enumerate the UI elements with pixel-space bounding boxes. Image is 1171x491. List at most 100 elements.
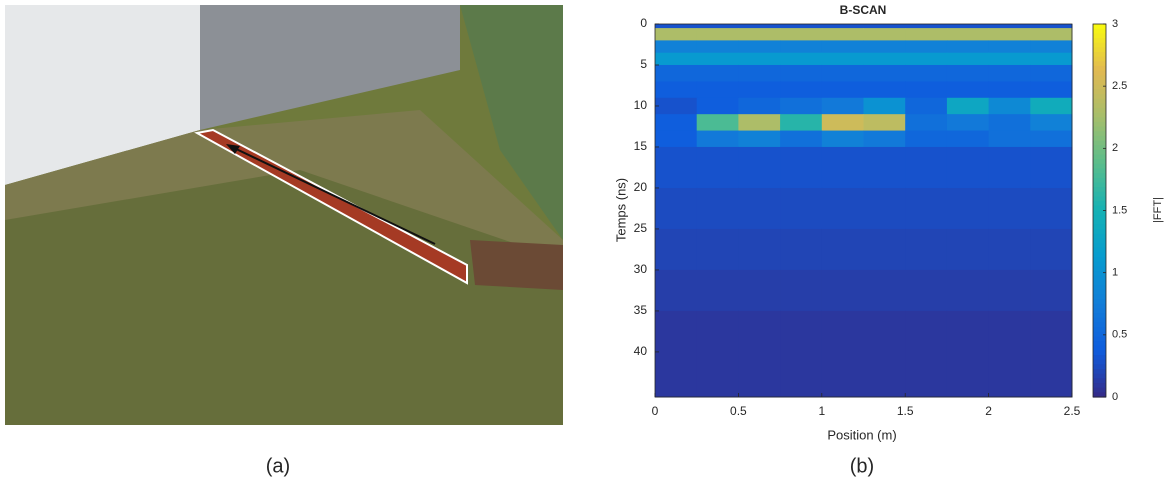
heatmap-cell [1030,52,1073,66]
heatmap-cell [696,130,739,148]
heatmap-cell [988,64,1031,82]
heatmap-cell [1030,97,1073,115]
heatmap-cell [946,24,990,29]
heatmap-cell [821,228,864,271]
y-tick-label: 35 [634,303,648,317]
y-tick-label: 0 [640,16,647,30]
heatmap-cell [863,114,906,132]
colorbar-tick-label: 2 [1112,142,1118,154]
heatmap-cell [821,81,864,99]
colorbar-label: |FFT| [1152,197,1164,223]
heatmap-cell [988,28,1031,41]
heatmap-cell [946,269,990,312]
heatmap-cell [905,52,948,66]
heatmap-cell [905,269,948,312]
photo-arrowhead [226,144,240,154]
heatmap-cell [988,81,1031,99]
x-tick-label: 1.5 [897,404,914,418]
heatmap-cell [655,97,698,115]
heatmap-cell [988,52,1031,66]
colorbar-swatch [1093,229,1106,235]
heatmap-cell [905,81,948,99]
heatmap-cell [821,64,864,82]
colorbar-swatch [1093,373,1106,379]
heatmap-cell [863,64,906,82]
colorbar-swatch [1093,392,1106,398]
heatmap-cell [696,269,739,312]
photo-arrow [231,146,436,245]
heatmap-cell [946,187,990,230]
heatmap-cell [946,52,990,66]
y-tick-label: 30 [634,262,648,276]
heatmap-cell [696,187,739,230]
x-tick-label: 0 [652,404,659,418]
heatmap-cell [863,52,906,66]
heatmap-cell [863,28,906,41]
heatmap-cell [863,24,906,29]
heatmap-cell [988,114,1031,132]
heatmap-cell [1030,146,1073,189]
heatmap-cell [780,97,823,115]
colorbar-swatch [1093,168,1106,174]
colorbar-swatch [1093,107,1106,114]
heatmap-cell [1030,114,1073,132]
colorbar-swatch [1093,89,1106,95]
heatmap-cell [738,52,781,66]
heatmap-cell [988,24,1031,29]
heatmap-cell [655,269,698,312]
colorbar-swatch [1093,154,1106,160]
heatmap-cell [863,187,906,230]
y-tick-label: 20 [634,180,648,194]
heatmap-cell [738,146,781,189]
heatmap-cell [738,81,781,99]
heatmap-cell [780,28,823,41]
colorbar-tick-label: 2.5 [1112,80,1127,92]
colorbar-swatch [1093,93,1106,100]
colorbar-swatch [1093,280,1106,286]
heatmap-cell [988,130,1031,148]
heatmap-cell [655,114,698,132]
colorbar-swatch [1093,61,1106,67]
heatmap-cell [1030,24,1073,29]
heatmap-cell [946,64,990,82]
colorbar-swatch [1093,103,1106,109]
colorbar-swatch [1093,196,1106,202]
colorbar-swatch [1093,140,1106,146]
heatmap-cell [1030,269,1073,312]
colorbar-tick-label: 0.5 [1112,329,1127,341]
colorbar-swatch [1093,149,1106,156]
colorbar-swatch [1093,56,1106,62]
heatmap-cell [655,81,698,99]
colorbar-swatch [1093,317,1106,323]
colorbar-swatch [1093,177,1106,184]
colorbar-swatch [1093,327,1106,333]
heatmap-cell [655,24,698,29]
heatmap-cell [821,269,864,312]
colorbar-swatch [1093,378,1106,384]
heatmap-cell [655,64,698,82]
heatmap-cell [780,64,823,82]
colorbar-tick-label: 0 [1112,391,1118,403]
colorbar-swatch [1093,224,1106,230]
colorbar-swatch [1093,215,1106,221]
colorbar-swatch [1093,294,1106,300]
colorbar-swatch [1093,247,1106,254]
colorbar-swatch [1093,322,1106,328]
heatmap-cell [905,310,948,398]
heatmap-cell [988,40,1031,54]
colorbar-swatch [1093,117,1106,123]
photo [5,5,563,425]
heatmap-cell [738,228,781,271]
colorbar-tick-label: 1.5 [1112,204,1127,216]
heatmap-cell [946,97,990,115]
heatmap-cell [738,28,781,41]
colorbar-swatch [1093,336,1106,342]
colorbar-swatch [1093,364,1106,370]
colorbar-swatch [1093,238,1106,244]
heatmap-cell [863,269,906,312]
colorbar-swatch [1093,285,1106,291]
colorbar-swatch [1093,369,1106,375]
heatmap-cell [696,40,739,54]
heatmap-cell [821,52,864,66]
